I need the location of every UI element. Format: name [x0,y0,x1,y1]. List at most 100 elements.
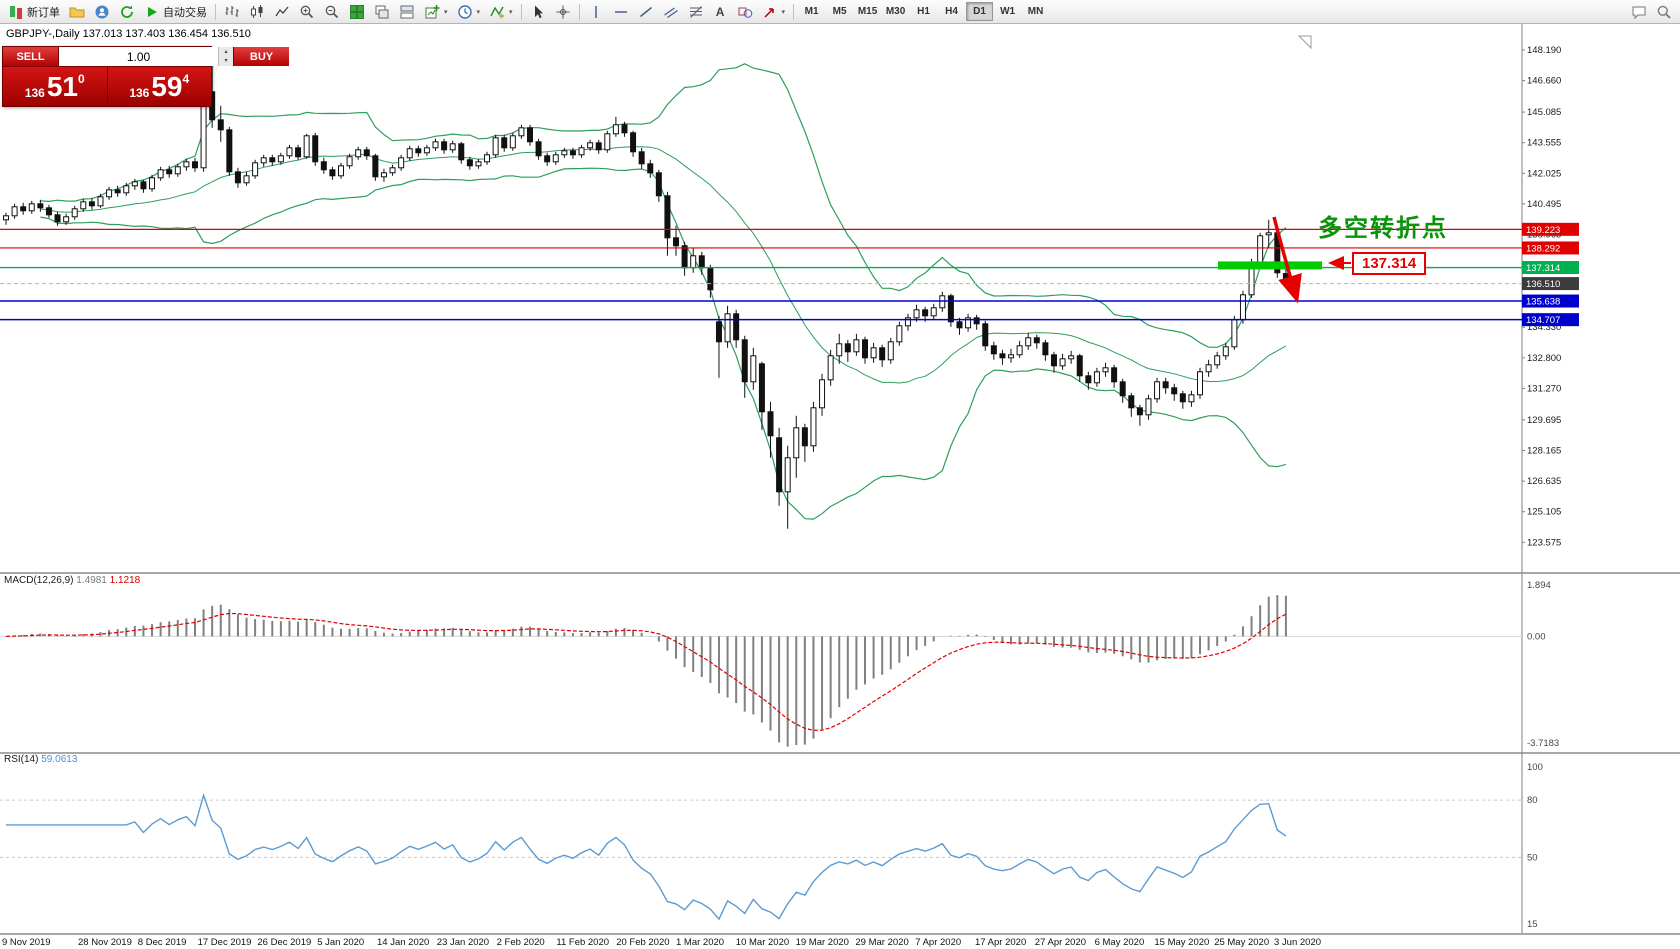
crosshair-button[interactable] [551,1,575,22]
candle-body [226,129,233,173]
rsi-scale-label: 15 [1527,919,1538,930]
timeframe-h1[interactable]: H1 [910,2,937,21]
volume-up-button[interactable]: ▴ [219,47,233,57]
date-axis-label: 10 Mar 2020 [736,937,789,948]
tile-windows-button[interactable] [345,1,369,22]
buy-price[interactable]: 136 59 4 [107,67,211,106]
price-axis-label: 132.800 [1527,353,1561,364]
candle-body [1188,394,1195,403]
timeframe-m1[interactable]: M1 [798,2,825,21]
bar-chart-button[interactable] [220,1,244,22]
price-axis-label: 129.695 [1527,415,1561,426]
candlestick-chart-button[interactable] [245,1,269,22]
candle-body [1111,367,1118,383]
search-icon [1657,5,1671,19]
timeframe-mn[interactable]: MN [1022,2,1049,21]
sell-price-figure: 136 [24,86,45,100]
candle-body [123,185,130,194]
candle-body [20,206,27,212]
search-button[interactable] [1652,1,1676,22]
candle-body [1059,358,1066,367]
new-order-label: 新订单 [27,6,60,19]
zoom-in-icon [300,5,314,18]
arrows-tool-button[interactable]: ▾ [758,1,790,22]
line-chart-button[interactable] [270,1,294,22]
candle-body [295,147,302,158]
timeframe-w1[interactable]: W1 [994,2,1021,21]
chat-button[interactable] [1627,1,1651,22]
candle-body [1076,355,1083,377]
volume-stepper: ▴ ▾ [218,47,233,66]
new-order-button[interactable]: 新订单 [4,1,64,22]
candle-body [3,215,9,221]
profiles-button[interactable] [65,1,89,22]
support-zone-bar [1218,261,1322,270]
refresh-button[interactable] [115,1,139,22]
candle-body [320,161,327,171]
zoom-out-button[interactable] [320,1,344,22]
shapes-tool-button[interactable] [733,1,757,22]
chart-shift-marker[interactable] [1297,35,1312,50]
volume-down-button[interactable]: ▾ [219,56,233,66]
new-chart-button[interactable]: ▾ [420,1,452,22]
autotrading-button[interactable]: 自动交易 [140,1,211,22]
indicators-button[interactable]: ▾ [485,1,517,22]
candle-body [750,355,757,383]
candle-body [406,148,413,159]
candle-body [415,148,422,154]
candle-body [810,407,817,447]
timeframe-m5[interactable]: M5 [826,2,853,21]
arrange-windows-button[interactable] [395,1,419,22]
toolbar-separator [578,3,580,20]
candle-body [1239,294,1246,321]
candle-body [887,341,894,361]
sell-price[interactable]: 136 51 0 [3,67,108,106]
trendline-icon [639,6,652,17]
price-tag [1522,261,1579,275]
toolbar-separator [793,3,795,20]
candle-body [398,157,405,169]
cascade-windows-icon [375,5,389,18]
candle-body [973,317,980,325]
one-click-trading-panel: SELL ▴ ▾ BUY 136 51 0 136 59 4 [2,46,289,107]
zoom-in-button[interactable] [295,1,319,22]
candle-body [466,159,473,167]
candle-body [1102,367,1109,373]
panel-separator [0,572,1680,574]
clock-icon [457,4,472,19]
candle-body [1025,337,1032,347]
candle-body [569,150,576,156]
text-tool-button[interactable]: A [709,1,732,22]
candle-body [896,325,903,343]
candle-body [37,203,44,209]
buy-button[interactable]: BUY [233,47,289,66]
cursor-button[interactable] [526,1,550,22]
cascade-windows-button[interactable] [370,1,394,22]
zoom-out-icon [325,5,339,18]
timeframe-m15[interactable]: M15 [854,2,881,21]
date-axis-label: 19 Mar 2020 [796,937,849,948]
sell-button[interactable]: SELL [3,47,59,66]
panel-separator [0,933,1680,935]
community-button[interactable] [90,1,114,22]
candle-body [45,207,52,216]
candle-body [166,169,173,175]
horizontal-line-tool-button[interactable] [609,1,633,22]
timeframe-m30[interactable]: M30 [882,2,909,21]
timeframe-d1[interactable]: D1 [966,2,994,21]
candle-body [449,143,456,151]
vertical-line-tool-button[interactable] [584,1,608,22]
trendline-tool-button[interactable] [634,1,658,22]
fibonacci-tool-button[interactable] [684,1,708,22]
candle-body [1154,381,1161,400]
channel-tool-button[interactable] [659,1,683,22]
candle-body [819,379,826,409]
rsi-scale-label: 50 [1527,852,1538,863]
candle-body [647,163,654,174]
timeframe-h4[interactable]: H4 [938,2,965,21]
periods-button[interactable]: ▾ [453,1,485,22]
candle-body [526,127,533,143]
volume-input[interactable] [59,47,218,66]
macd-signal-line [5,612,1287,731]
